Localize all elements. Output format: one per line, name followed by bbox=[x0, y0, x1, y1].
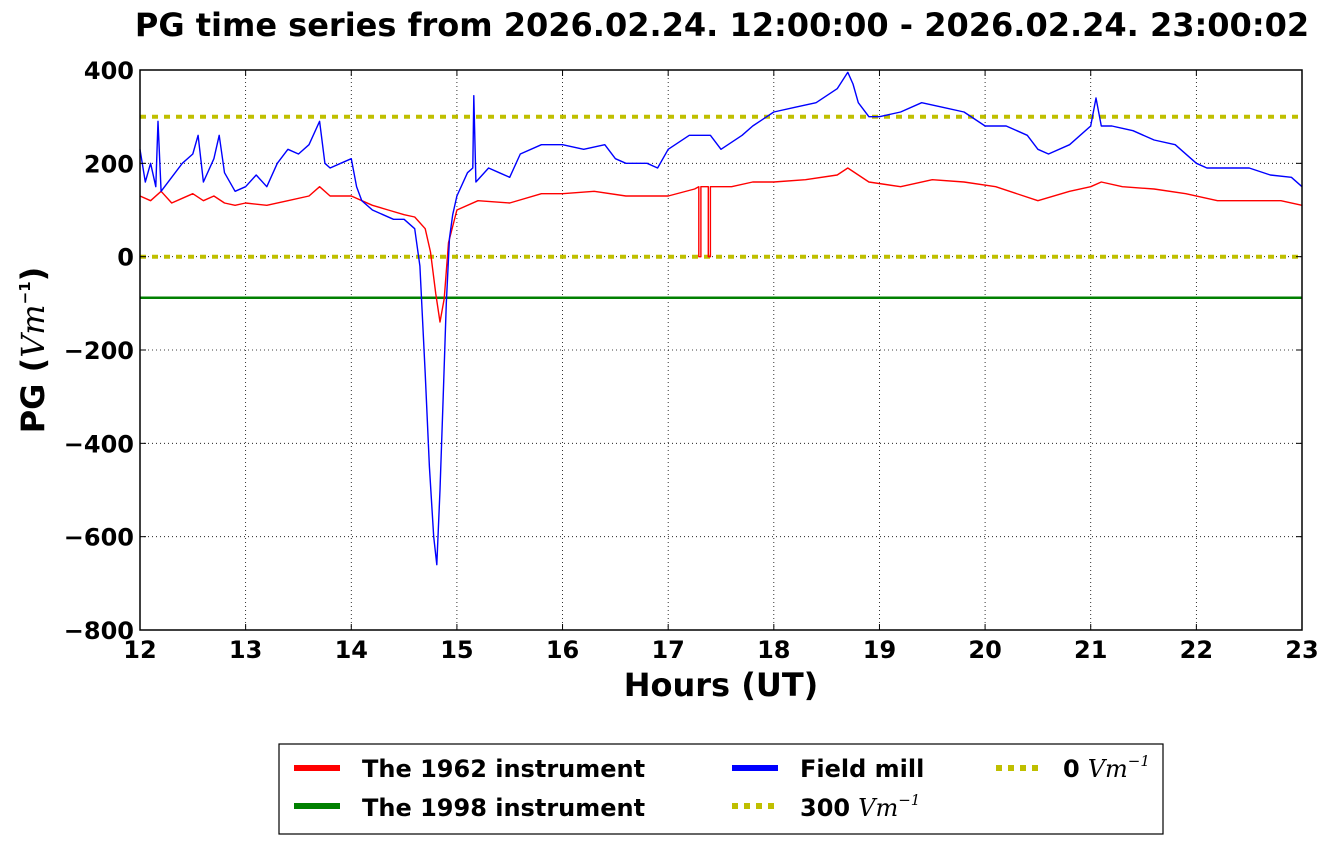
svg-text:PG (Vm−1): PG (Vm−1) bbox=[14, 267, 52, 434]
legend-300-unit: Vm bbox=[858, 794, 898, 822]
y-tick-label: 200 bbox=[84, 150, 134, 178]
x-tick-label: 14 bbox=[335, 636, 368, 664]
y-tick-label: 400 bbox=[84, 57, 134, 85]
legend-label-1998: The 1998 instrument bbox=[362, 794, 645, 822]
series-line-0 bbox=[139, 167, 1303, 323]
y-ticks: −800 −600 −400 −200 0 200 400 bbox=[64, 57, 1302, 645]
reference-lines bbox=[140, 114, 1302, 259]
x-tick-label: 17 bbox=[651, 636, 684, 664]
y-axis-label: PG (Vm−1) bbox=[14, 267, 52, 434]
series-layer bbox=[139, 71, 1303, 566]
y-axis-label-close: ) bbox=[14, 267, 52, 282]
x-tick-label: 15 bbox=[440, 636, 473, 664]
chart-title: PG time series from 2026.02.24. 12:00:00… bbox=[135, 6, 1309, 44]
legend-label-1962: The 1962 instrument bbox=[362, 755, 645, 783]
grid bbox=[140, 70, 1302, 630]
legend: The 1962 instrument The 1998 instrument … bbox=[278, 743, 1164, 835]
x-tick-label: 13 bbox=[229, 636, 262, 664]
legend-300-value: 300 bbox=[800, 794, 850, 822]
x-tick-label: 18 bbox=[757, 636, 790, 664]
x-tick-label: 12 bbox=[123, 636, 156, 664]
y-tick-label: −200 bbox=[64, 337, 134, 365]
y-axis-label-text: PG ( bbox=[14, 358, 52, 433]
legend-0-value: 0 bbox=[1063, 755, 1080, 783]
legend-label-300: 300 Vm−1 bbox=[800, 791, 920, 822]
x-ticks: 12 13 14 15 16 17 18 19 20 21 22 23 bbox=[123, 70, 1319, 664]
legend-box bbox=[278, 743, 1164, 835]
x-tick-label: 23 bbox=[1285, 636, 1318, 664]
x-tick-label: 21 bbox=[1074, 636, 1107, 664]
x-tick-label: 22 bbox=[1180, 636, 1213, 664]
y-tick-label: 0 bbox=[117, 244, 134, 272]
x-tick-label: 19 bbox=[863, 636, 896, 664]
y-tick-label: −800 bbox=[64, 617, 134, 645]
y-tick-label: −600 bbox=[64, 524, 134, 552]
legend-0-exp: −1 bbox=[1128, 752, 1150, 770]
x-axis-label: Hours (UT) bbox=[624, 666, 819, 704]
x-tick-label: 20 bbox=[968, 636, 1001, 664]
legend-label-field-mill: Field mill bbox=[800, 755, 924, 783]
legend-300-exp: −1 bbox=[898, 791, 920, 809]
y-axis-label-exp: −1 bbox=[16, 281, 34, 304]
y-tick-label: −400 bbox=[64, 430, 134, 458]
legend-label-0: 0 Vm−1 bbox=[1063, 752, 1150, 783]
x-tick-label: 16 bbox=[546, 636, 579, 664]
legend-0-unit: Vm bbox=[1088, 755, 1128, 783]
series-line-2 bbox=[139, 71, 1303, 566]
y-axis-label-unit: Vm bbox=[14, 304, 52, 357]
